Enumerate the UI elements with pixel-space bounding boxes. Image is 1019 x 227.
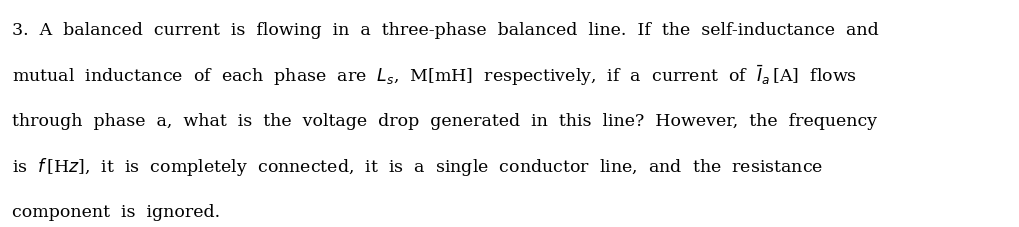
Text: through  phase  a,  what  is  the  voltage  drop  generated  in  this  line?  Ho: through phase a, what is the voltage dro…	[12, 113, 876, 130]
Text: component  is  ignored.: component is ignored.	[12, 204, 220, 221]
Text: 3.  A  balanced  current  is  flowing  in  a  three-phase  balanced  line.  If  : 3. A balanced current is flowing in a th…	[12, 22, 878, 39]
Text: is  $f\,$[H$z$],  it  is  completely  connected,  it  is  a  single  conductor  : is $f\,$[H$z$], it is completely connect…	[12, 156, 822, 178]
Text: mutual  inductance  of  each  phase  are  $L_s$,  M[mH]  respectively,  if  a  c: mutual inductance of each phase are $L_s…	[12, 64, 856, 88]
